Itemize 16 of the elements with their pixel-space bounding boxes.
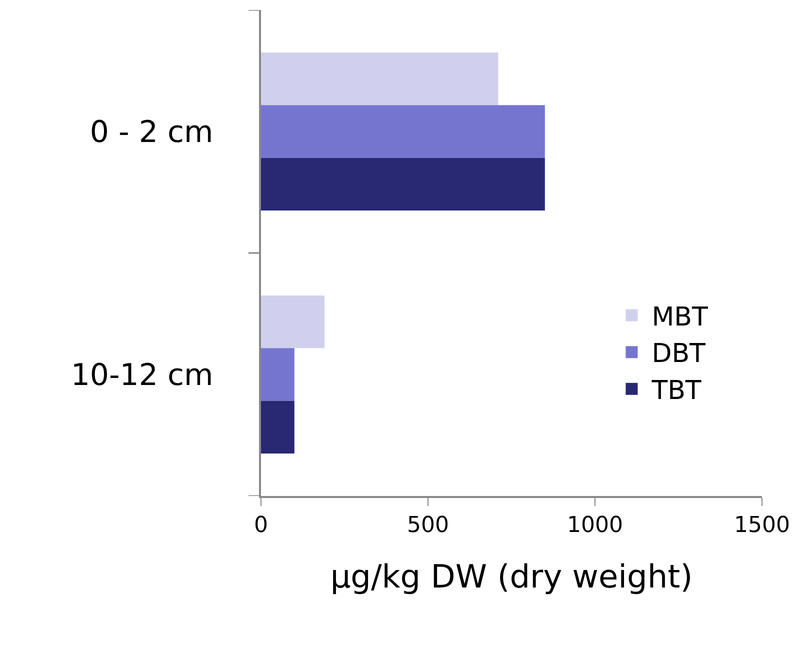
legend-label: MBT bbox=[652, 302, 708, 332]
x-axis-title: µg/kg DW (dry weight) bbox=[330, 558, 693, 596]
bar bbox=[261, 348, 294, 401]
legend-label: TBT bbox=[650, 376, 702, 406]
bar bbox=[261, 400, 294, 454]
bar bbox=[261, 158, 545, 210]
y-tick-label: 10-12 cm bbox=[70, 358, 214, 393]
bar bbox=[261, 105, 545, 158]
x-tick-label: 0 bbox=[254, 513, 268, 538]
bar bbox=[261, 296, 324, 348]
bar bbox=[261, 52, 498, 106]
legend-label: DBT bbox=[652, 339, 706, 370]
y-tick-label: 0 - 2 cm bbox=[90, 115, 214, 150]
x-tick-label: 1000 bbox=[567, 513, 623, 538]
x-tick-label: 1500 bbox=[734, 513, 790, 538]
x-tick-label: 500 bbox=[407, 513, 449, 538]
